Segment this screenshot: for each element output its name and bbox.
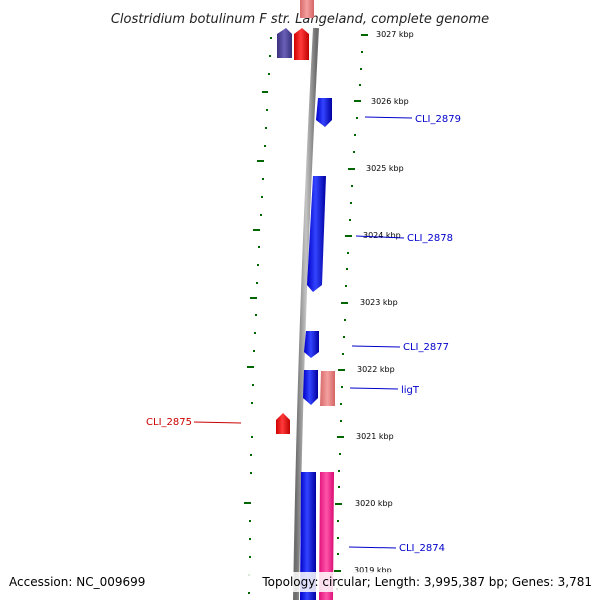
gene-feature-top-pink[interactable] <box>300 0 314 18</box>
topology-summary: Topology: circular; Length: 3,995,387 bp… <box>261 575 592 589</box>
gene-label-ligt[interactable]: ligT <box>401 385 420 396</box>
gene-feature-cli-2879[interactable] <box>316 98 332 127</box>
gene-feature-cli-2877[interactable] <box>304 331 319 358</box>
leader-line-cli-2879 <box>364 116 413 119</box>
gene-feature-cli-2878[interactable] <box>307 176 326 292</box>
gene-feature-pink-3020[interactable] <box>319 472 334 600</box>
gene-label-cli-2877[interactable]: CLI_2877 <box>403 342 449 353</box>
gene-feature-blue-3022[interactable] <box>303 370 318 405</box>
scale-label: 3023 kbp <box>360 298 398 307</box>
gene-feature-ligt[interactable] <box>320 371 335 406</box>
gene-label-cli-2878[interactable]: CLI_2878 <box>407 233 453 244</box>
accession-label: Accession: NC_009699 <box>9 575 145 589</box>
gene-feature-top-purple[interactable] <box>277 28 292 58</box>
leader-line-cli-2875 <box>193 421 242 424</box>
scale-label: 3022 kbp <box>357 365 395 374</box>
scale-label: 3020 kbp <box>355 499 393 508</box>
scale-label: 3027 kbp <box>376 30 414 39</box>
footer-background <box>0 572 600 592</box>
scale-labels: 3027 kbp 3026 kbp 3025 kbp 3024 kbp 3023… <box>354 30 414 575</box>
scale-label: 3026 kbp <box>371 97 409 106</box>
scale-label: 3024 kbp <box>363 231 401 240</box>
leader-line-cli-2874 <box>348 546 397 549</box>
gene-feature-cli-2874[interactable] <box>300 472 316 600</box>
gene-feature-top-red[interactable] <box>294 28 309 60</box>
gene-label-cli-2874[interactable]: CLI_2874 <box>399 543 445 554</box>
map-title: Clostridium botulinum F str. Langeland, … <box>111 12 489 27</box>
genome-backbone <box>293 27 319 600</box>
gene-feature-cli-2875[interactable] <box>276 413 290 434</box>
leader-line-cli-2877 <box>351 345 401 348</box>
leader-line-cli-2878 <box>355 235 405 239</box>
gene-label-cli-2875[interactable]: CLI_2875 <box>146 417 192 428</box>
gene-label-cli-2879[interactable]: CLI_2879 <box>415 114 461 125</box>
leader-line-ligt <box>349 387 399 390</box>
scale-label: 3021 kbp <box>356 432 394 441</box>
scale-label: 3019 kbp <box>354 566 392 575</box>
right-tick-ruler <box>334 34 368 590</box>
scale-label: 3025 kbp <box>366 164 404 173</box>
left-tick-ruler <box>244 37 272 594</box>
